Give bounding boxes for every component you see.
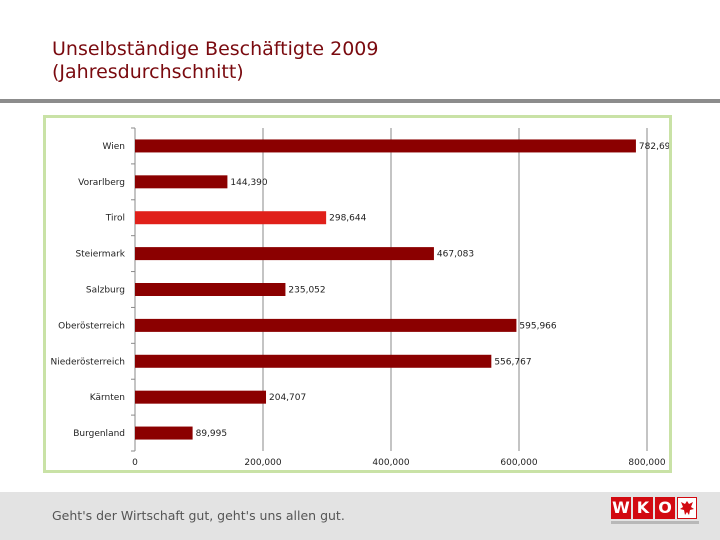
logo-letter-k: K [633, 497, 653, 519]
x-tick-label: 0 [132, 458, 138, 468]
logo-subline [611, 521, 699, 524]
slide-title-line-1: Unselbständige Beschäftigte 2009 [52, 38, 379, 60]
x-tick-label: 200,000 [244, 458, 281, 468]
logo-letter-o: O [655, 497, 675, 519]
x-tick-label: 400,000 [372, 458, 409, 468]
category-label: Burgenland [73, 429, 125, 439]
title-divider [0, 99, 720, 103]
bar [135, 139, 636, 153]
bar [135, 426, 193, 440]
category-label: Wien [103, 142, 125, 152]
bar [135, 175, 228, 189]
chart-frame: 0 200,000 400,000 600,000 800,000 Wien 782,694… [43, 115, 672, 473]
footer-band [0, 492, 720, 540]
bar [135, 354, 492, 368]
bar [135, 211, 327, 225]
category-label: Kärnten [90, 393, 125, 403]
x-tick-label: 800,000 [628, 458, 665, 468]
data-label: 89,995 [196, 429, 228, 439]
footer-slogan: Geht's der Wirtschaft gut, geht's uns al… [52, 508, 345, 523]
slide-title-line-2: (Jahresdurchschnitt) [52, 61, 244, 83]
data-label: 595,966 [519, 321, 556, 331]
data-label: 204,707 [269, 393, 306, 403]
data-label: 298,644 [329, 214, 366, 224]
slide-title: Unselbständige Beschäftigte 2009 (Jahres… [52, 38, 652, 84]
bar [135, 318, 517, 332]
data-label: 467,083 [437, 250, 474, 260]
x-tick-label: 600,000 [500, 458, 537, 468]
eagle-crest-icon [677, 497, 697, 519]
category-label: Oberösterreich [58, 321, 125, 331]
data-label: 556,767 [494, 357, 531, 367]
data-label: 782,694 [639, 142, 669, 152]
data-label: 235,052 [288, 286, 325, 296]
bar [135, 283, 286, 296]
bar-chart: 0 200,000 400,000 600,000 800,000 Wien 782,694… [50, 127, 669, 468]
category-label: Steiermark [75, 250, 125, 260]
bar [135, 390, 267, 404]
wko-logo: W K O [611, 497, 699, 525]
category-label: Tirol [105, 214, 125, 224]
logo-letter-w: W [611, 497, 631, 519]
category-label: Niederösterreich [50, 357, 125, 367]
bar [135, 247, 434, 261]
category-label: Salzburg [86, 286, 125, 296]
data-label: 144,390 [230, 178, 267, 188]
category-label: Vorarlberg [78, 178, 125, 188]
